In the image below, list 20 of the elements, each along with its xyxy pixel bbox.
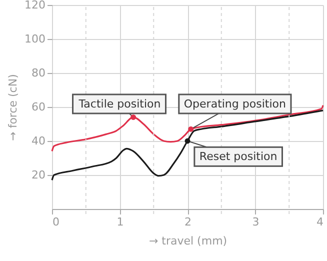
x-tick-label: 0 — [52, 216, 60, 228]
x-tick-label: 3 — [252, 216, 260, 228]
point — [184, 138, 190, 144]
y-tick-label: 40 — [32, 134, 46, 148]
x-axis-title: → travel (mm) — [148, 234, 228, 248]
y-tick-label: 80 — [32, 66, 46, 80]
y-axis-title: → force (cN) — [6, 74, 20, 141]
annotation: Operating position — [184, 97, 286, 110]
y-tick-label: 120 — [24, 0, 46, 12]
line-series — [51, 110, 324, 181]
y-tick-label: 20 — [32, 168, 46, 182]
point — [188, 126, 194, 132]
annotation: Reset position — [199, 150, 278, 164]
y-tick-label: 60 — [32, 100, 46, 114]
annotation: Tactile position — [78, 97, 161, 110]
x-tick-label: 1 — [116, 216, 124, 228]
y-tick-label: 100 — [24, 32, 46, 46]
x-tick-label: 4 — [316, 216, 324, 228]
x-tick-label: 2 — [184, 216, 192, 228]
point — [130, 114, 136, 120]
